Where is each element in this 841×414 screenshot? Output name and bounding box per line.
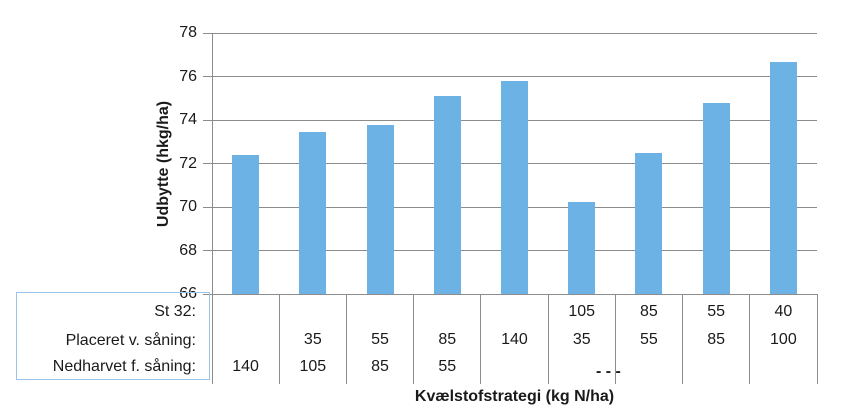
table-divider	[614, 294, 616, 384]
bar	[232, 154, 260, 294]
x-axis-line	[203, 293, 817, 295]
y-axis-tick	[203, 32, 212, 34]
table-cell: 55	[371, 331, 389, 348]
table-cell: 55	[438, 358, 457, 375]
table-cell: 140	[232, 358, 259, 375]
row-label-placeret: Placeret v. såning:	[65, 332, 196, 349]
y-tick-label: 78	[179, 24, 197, 41]
table-cell: 100	[770, 331, 797, 348]
y-axis-tick	[203, 206, 212, 208]
table-divider	[480, 294, 482, 384]
y-tick-label: 74	[179, 111, 197, 128]
table-cell: 85	[438, 331, 457, 348]
y-axis-line	[211, 33, 213, 384]
table-cell: 35	[572, 331, 591, 348]
table-divider	[345, 294, 347, 384]
table-divider	[816, 294, 818, 384]
y-tick-label: 66	[179, 285, 197, 302]
bar	[501, 80, 528, 294]
bar	[769, 62, 797, 294]
gridline	[212, 32, 817, 34]
y-axis-tick	[203, 76, 212, 77]
gridline	[212, 76, 817, 77]
table-cell: 55	[707, 303, 726, 320]
y-tick-label: 76	[179, 67, 197, 85]
table-divider	[682, 294, 684, 384]
bar	[568, 201, 596, 294]
table-cell: 40	[774, 303, 793, 320]
table-cell: 105	[299, 358, 327, 375]
y-axis-tick	[203, 119, 212, 121]
table-divider	[413, 294, 415, 384]
bar	[635, 152, 663, 294]
bar	[366, 125, 394, 294]
bar	[433, 96, 461, 294]
row-label-st32: St 32:	[154, 303, 196, 320]
table-cell: 85	[640, 303, 658, 320]
table-cell: 55	[640, 331, 658, 348]
x-axis-title: Kvælstofstrategi (kg N/ha)	[414, 388, 615, 405]
bar	[702, 102, 730, 294]
y-axis-tick	[203, 250, 212, 251]
table-cell: 35	[303, 331, 322, 348]
table-cell: 85	[371, 358, 389, 375]
table-cell: 85	[707, 331, 726, 348]
row-label-box: St 32: Placeret v. såning: Nedharvet f. …	[16, 292, 210, 380]
y-tick-label: 72	[179, 154, 197, 172]
y-tick-label: 68	[179, 241, 197, 259]
table-divider	[547, 294, 549, 384]
bar	[299, 131, 327, 294]
table-divider	[749, 294, 751, 384]
y-axis-tick	[203, 163, 212, 164]
y-tick-label: 70	[179, 198, 197, 215]
row-label-nedharvet: Nedharvet f. såning:	[52, 358, 196, 375]
clipped-text-remnant: - - -	[596, 363, 621, 377]
table-divider	[278, 294, 280, 384]
table-cell: 105	[568, 303, 596, 320]
table-cell: 140	[501, 331, 528, 348]
